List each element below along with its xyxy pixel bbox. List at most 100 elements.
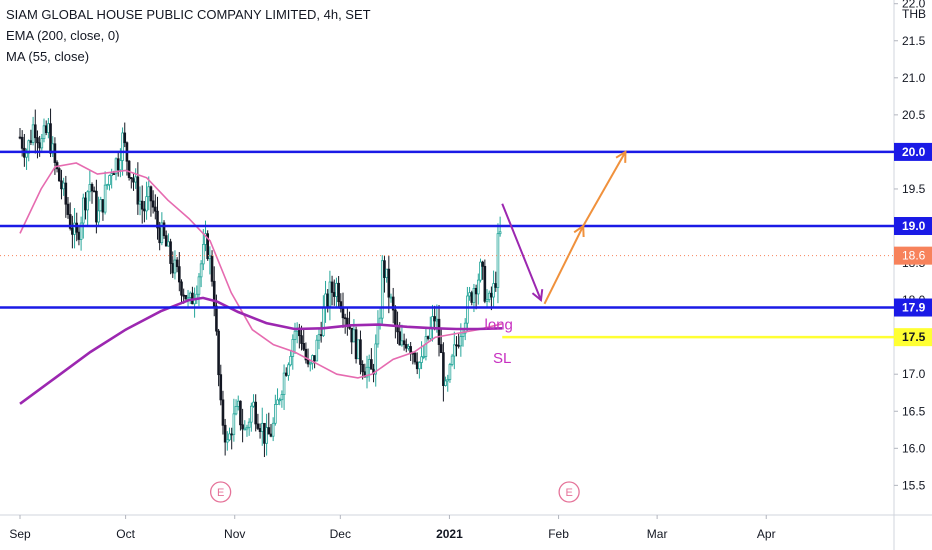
candle-body	[455, 344, 458, 347]
candle-body	[437, 318, 441, 345]
candle-body	[398, 331, 402, 346]
candle-body	[407, 346, 410, 349]
candle-body	[105, 184, 109, 187]
candle-body	[167, 241, 170, 247]
candle-body	[68, 214, 72, 229]
candle-body	[66, 203, 70, 215]
candle-body	[20, 136, 24, 149]
candle-body	[424, 336, 428, 357]
candle-body	[391, 296, 395, 311]
candle-body	[236, 400, 240, 407]
candle-body	[457, 344, 460, 347]
candle-body	[274, 404, 277, 424]
candle-body	[433, 316, 436, 322]
candle-body	[280, 394, 284, 401]
candle-body	[442, 352, 445, 386]
candle-body	[250, 405, 253, 423]
candle-body	[164, 235, 168, 247]
candle-body	[184, 295, 188, 300]
y-tick-label: 21.0	[902, 71, 926, 85]
candle-body	[498, 231, 502, 235]
x-tick-label: Dec	[330, 527, 351, 541]
candle-body	[479, 261, 482, 281]
candle-body	[140, 200, 144, 210]
candle-body	[470, 292, 474, 303]
candle-body	[426, 336, 430, 339]
candle-body	[374, 343, 378, 375]
candle-body	[328, 281, 332, 307]
annotation-text: SL	[493, 350, 511, 367]
orange-projection-arrow-1	[543, 225, 585, 305]
ema-indicator-label[interactable]: EMA (200, close, 0)	[6, 28, 120, 43]
candle-body	[180, 281, 183, 296]
candle-body	[472, 287, 476, 303]
candle-body	[210, 255, 214, 282]
candle-body	[171, 263, 175, 274]
candle-body	[90, 184, 94, 192]
candle-body	[413, 352, 417, 363]
candle-body	[239, 400, 242, 426]
candle-body	[293, 330, 297, 340]
candle-body	[409, 346, 412, 354]
candle-body	[258, 428, 262, 432]
candle-body	[461, 332, 465, 337]
candle-body	[254, 401, 257, 425]
purple-projection-arrow	[501, 203, 542, 301]
candle-body	[477, 279, 480, 295]
candle-body	[435, 318, 439, 322]
candle-body	[422, 355, 426, 358]
candle-body	[149, 186, 153, 202]
orange-projection-arrow-2	[582, 151, 627, 227]
candle-body	[485, 299, 489, 302]
current-price-label: 18.6	[902, 249, 926, 263]
candle-body	[60, 180, 63, 190]
candle-body	[81, 197, 85, 224]
candle-body	[88, 184, 92, 193]
candle-body	[132, 178, 135, 183]
candle-body	[108, 175, 111, 186]
candle-body	[95, 190, 98, 223]
earnings-marker	[209, 481, 232, 503]
candle-body	[101, 199, 105, 213]
candle-body	[116, 158, 120, 171]
candle-body	[332, 292, 336, 297]
candle-body	[18, 136, 22, 139]
x-tick-label: 2021	[436, 527, 463, 541]
candle-body	[154, 206, 157, 212]
ma-55-line	[19, 162, 503, 379]
currency-label: THB	[902, 7, 926, 21]
candle-body	[496, 233, 500, 288]
candle-body	[490, 292, 493, 298]
candle-body	[306, 359, 310, 365]
candle-body	[84, 197, 87, 211]
candle-body	[383, 260, 386, 278]
candle-body	[494, 283, 498, 288]
current-price-tag	[894, 246, 932, 265]
candle-body	[359, 339, 362, 365]
level-price-tag	[894, 328, 932, 347]
candle-body	[439, 344, 443, 354]
candle-body	[136, 176, 140, 205]
candle-body	[178, 266, 181, 283]
symbol-title[interactable]: SIAM GLOBAL HOUSE PUBLIC COMPANY LIMITED…	[6, 7, 371, 22]
candle-body	[385, 268, 388, 278]
y-tick-label: 16.5	[902, 404, 926, 418]
candle-body	[276, 399, 279, 405]
x-tick-label: Mar	[647, 527, 668, 541]
candle-body	[356, 339, 360, 360]
candle-body	[147, 186, 151, 198]
candle-body	[483, 265, 487, 302]
candle-body	[158, 227, 161, 244]
candle-body	[44, 125, 48, 134]
x-tick-label: Apr	[757, 527, 776, 541]
candle-body	[197, 276, 201, 295]
ma-indicator-label[interactable]: MA (55, close)	[6, 49, 90, 64]
candle-body	[365, 366, 369, 378]
y-tick-label: 21.5	[902, 34, 926, 48]
candle-body	[86, 191, 89, 211]
candle-body	[186, 296, 190, 300]
candle-body	[287, 364, 290, 376]
candle-body	[110, 173, 113, 177]
candle-body	[350, 327, 354, 343]
